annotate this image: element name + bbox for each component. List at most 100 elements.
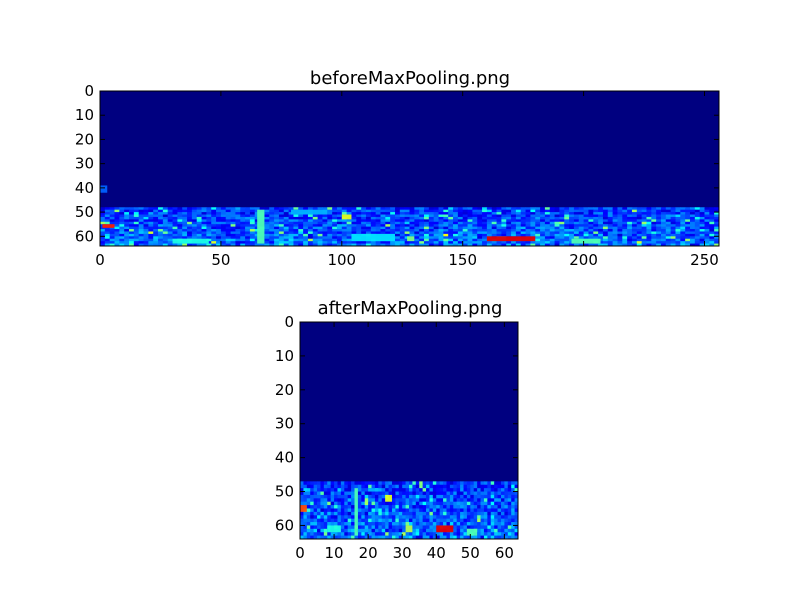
heatmap-cell — [344, 522, 349, 526]
heatmap-cell — [191, 212, 198, 215]
heatmap-cell — [607, 226, 614, 230]
heatmap-cell — [409, 532, 413, 537]
heatmap-cell — [288, 216, 294, 220]
heatmap-cell — [714, 236, 720, 240]
heatmap-cell — [191, 231, 198, 235]
heatmap-cell — [477, 511, 481, 516]
heatmap-cell — [206, 236, 212, 240]
heatmap-cell — [327, 535, 332, 540]
heatmap-cell — [665, 219, 672, 223]
heatmap-cell — [651, 221, 657, 225]
heatmap-cell — [300, 525, 304, 530]
heatmap-cell — [680, 233, 686, 237]
heatmap-cell — [569, 233, 575, 237]
heatmap-cell — [114, 219, 120, 223]
heatmap-cell — [313, 494, 318, 499]
heatmap-cell — [158, 209, 164, 213]
heatmap-cell — [187, 233, 193, 237]
heatmap-cell — [191, 229, 198, 232]
heatmap-cell — [162, 214, 169, 218]
heatmap-cell — [317, 233, 323, 237]
heatmap-cell — [148, 226, 154, 230]
heatmap-cell — [432, 508, 437, 513]
heatmap-cell — [414, 219, 420, 223]
heatmap-cell — [201, 226, 207, 230]
heatmap-cell — [569, 224, 575, 228]
y-tick-label: 20 — [275, 381, 294, 399]
heatmap-cell — [337, 522, 342, 526]
heatmap-cell — [341, 233, 348, 237]
heatmap-cell — [327, 226, 333, 230]
x-tick-label: 40 — [427, 544, 446, 562]
heatmap-cell — [317, 484, 321, 489]
heatmap-cell — [520, 214, 526, 218]
heatmap-cell — [310, 501, 315, 506]
heatmap-cell — [138, 236, 144, 240]
heatmap-cell — [438, 241, 444, 244]
heatmap-cell — [511, 518, 515, 523]
heatmap-cell — [462, 212, 468, 215]
heatmap-cell — [646, 236, 652, 240]
heatmap-cell — [602, 214, 609, 218]
heatmap-cell — [515, 229, 522, 232]
heatmap-cell — [443, 515, 447, 520]
heatmap-cell — [264, 219, 270, 223]
heatmap-cell — [346, 221, 352, 225]
heatmap-cell — [453, 501, 458, 506]
heatmap-cell — [278, 226, 285, 230]
heatmap-cell — [323, 488, 328, 492]
heatmap-cell — [351, 231, 357, 235]
heatmap-cell — [564, 231, 570, 235]
heatmap-cell — [504, 508, 509, 513]
heatmap-cell — [439, 488, 444, 492]
heatmap-cell — [535, 226, 541, 230]
heatmap-cell — [158, 219, 164, 223]
heatmap-cell — [104, 238, 111, 242]
heatmap-cell — [446, 498, 451, 503]
heatmap-cell — [148, 238, 154, 242]
heatmap-cell — [394, 224, 401, 228]
heatmap-cell — [368, 501, 372, 506]
heatmap-cell — [172, 207, 178, 211]
heatmap-cell — [394, 241, 401, 244]
heatmap-cell — [651, 212, 657, 215]
heatmap-cell — [317, 488, 321, 492]
heatmap-cell — [685, 231, 691, 235]
heatmap-cell — [612, 219, 618, 223]
heatmap-cell — [419, 231, 425, 235]
heatmap-cell — [422, 528, 427, 533]
heatmap-cell — [665, 229, 672, 232]
heatmap-cell — [303, 488, 308, 492]
heatmap-cell — [660, 214, 667, 218]
heatmap-cell — [206, 226, 212, 230]
heatmap-cell — [415, 528, 420, 533]
heatmap-cell — [433, 209, 439, 213]
heatmap-cell — [617, 241, 623, 244]
heatmap-cell — [278, 221, 285, 225]
heatmap-cell — [361, 231, 367, 235]
heatmap-cell — [480, 498, 485, 503]
heatmap-cell — [514, 494, 519, 499]
heatmap-cell — [646, 216, 652, 220]
heatmap-cell — [307, 231, 314, 235]
heatmap-cell — [449, 484, 454, 489]
heatmap-cell — [453, 532, 458, 537]
heatmap-cell — [685, 243, 691, 247]
heatmap-cell — [381, 505, 386, 509]
heatmap-cell — [675, 207, 681, 211]
heatmap-cell — [158, 236, 164, 240]
heatmap-cell — [109, 216, 115, 220]
heatmap-cell — [357, 511, 362, 516]
heatmap-cell — [375, 212, 381, 215]
heatmap-cell — [129, 221, 135, 225]
heatmap-cell — [323, 491, 328, 496]
heatmap-cell — [361, 511, 366, 516]
heatmap-cell — [332, 226, 338, 230]
heatmap-cell — [245, 212, 251, 215]
heatmap-cell — [381, 498, 386, 503]
heatmap-cell — [385, 501, 389, 506]
heatmap-cell — [486, 219, 493, 223]
heatmap-cell — [216, 236, 222, 240]
x-tick-label: 10 — [325, 544, 344, 562]
